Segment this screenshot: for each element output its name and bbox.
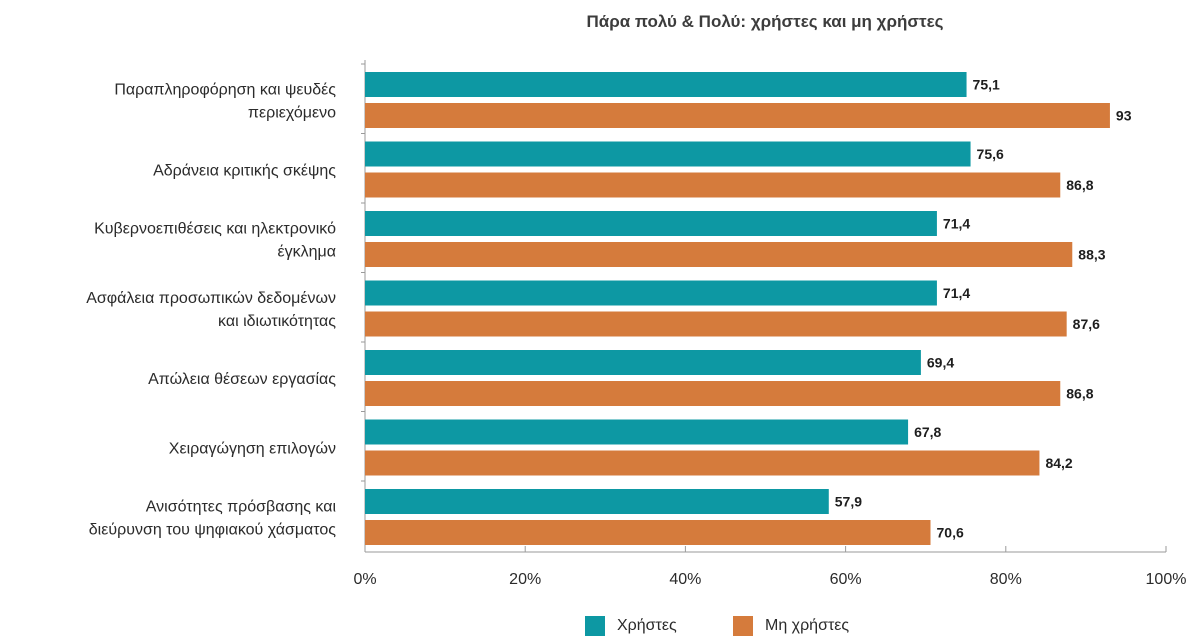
- bar-users: [365, 350, 921, 375]
- category-label: Απώλεια θέσεων εργασίας: [148, 371, 336, 388]
- x-tick-label: 20%: [509, 571, 541, 588]
- x-tick-label: 0%: [353, 571, 376, 588]
- value-label-users: 71,4: [943, 285, 970, 301]
- category-label: έγκλημα: [278, 244, 337, 261]
- legend-swatch-non-users: [733, 616, 753, 636]
- bar-users: [365, 280, 937, 306]
- category-label: Παραπληροφόρηση και ψευδές: [114, 82, 336, 99]
- bar-users: [365, 489, 829, 514]
- category-label: Ανισότητες πρόσβασης και: [146, 499, 337, 516]
- value-label-non-users: 86,8: [1066, 177, 1093, 193]
- bar-non-users: [365, 103, 1110, 128]
- value-label-users: 75,6: [977, 146, 1004, 162]
- bar-users: [365, 419, 909, 445]
- category-label: Χειραγώγηση επιλογών: [169, 441, 336, 458]
- chart-title: Πάρα πολύ & Πολύ: χρήστες και μη χρήστες: [586, 12, 944, 31]
- value-label-non-users: 86,8: [1066, 386, 1093, 402]
- x-tick-label: 80%: [990, 571, 1022, 588]
- bar-users: [365, 141, 971, 167]
- bar-users: [365, 211, 937, 236]
- bar-non-users: [365, 450, 1040, 476]
- value-label-non-users: 84,2: [1045, 455, 1072, 471]
- category-label: Αδράνεια κριτικής σκέψης: [153, 163, 336, 180]
- value-label-users: 71,4: [943, 216, 970, 232]
- value-label-non-users: 87,6: [1073, 316, 1100, 332]
- bar-non-users: [365, 242, 1073, 267]
- value-label-users: 75,1: [973, 77, 1000, 93]
- value-label-users: 67,8: [914, 424, 941, 440]
- x-tick-label: 40%: [669, 571, 701, 588]
- value-label-non-users: 70,6: [937, 525, 964, 541]
- bar-non-users: [365, 311, 1067, 337]
- legend-item-non-users[interactable]: Μη χρήστες: [733, 616, 849, 636]
- x-tick-label: 60%: [830, 571, 862, 588]
- bar-non-users: [365, 520, 931, 545]
- legend: Χρήστες Μη χρήστες: [0, 616, 1199, 638]
- category-label: περιεχόμενο: [248, 105, 336, 122]
- x-tick-label: 100%: [1146, 571, 1187, 588]
- bar-non-users: [365, 172, 1061, 198]
- value-label-users: 69,4: [927, 355, 954, 371]
- category-label: διεύρυνση του ψηφιακού χάσματος: [89, 522, 337, 539]
- legend-item-users[interactable]: Χρήστες: [585, 616, 677, 636]
- value-label-users: 57,9: [835, 494, 862, 510]
- category-label: Κυβερνοεπιθέσεις και ηλεκτρονικό: [94, 221, 336, 238]
- bar-users: [365, 72, 967, 97]
- category-label: και ιδιωτικότητας: [218, 313, 336, 330]
- legend-label-non-users: Μη χρήστες: [765, 617, 850, 634]
- bar-non-users: [365, 381, 1061, 406]
- value-label-non-users: 93: [1116, 108, 1132, 124]
- legend-label-users: Χρήστες: [617, 617, 677, 634]
- legend-swatch-users: [585, 616, 605, 636]
- category-label: Ασφάλεια προσωπικών δεδομένων: [86, 290, 336, 307]
- value-label-non-users: 88,3: [1078, 247, 1105, 263]
